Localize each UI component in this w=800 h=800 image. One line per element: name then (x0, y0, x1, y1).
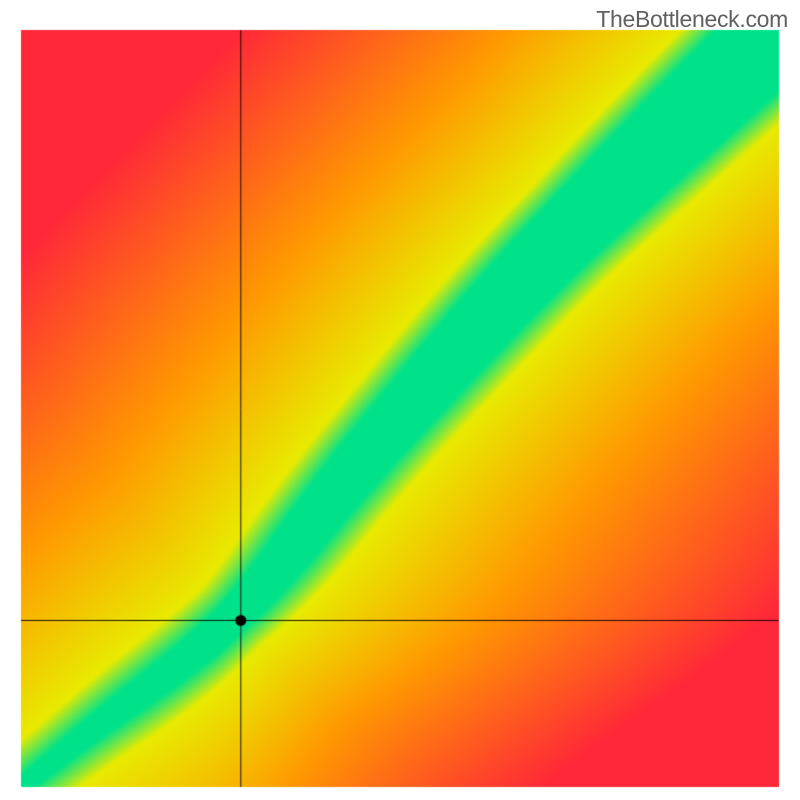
watermark-text: TheBottleneck.com (596, 6, 788, 33)
bottleneck-heatmap (0, 0, 800, 800)
